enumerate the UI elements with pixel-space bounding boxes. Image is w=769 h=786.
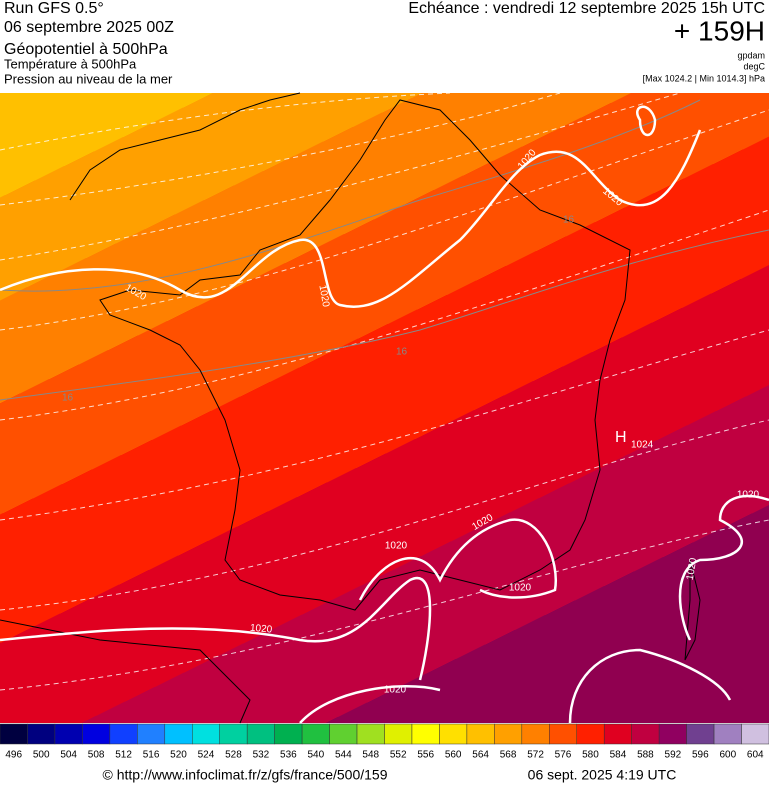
colorbar-label: 500 bbox=[33, 750, 50, 761]
colorbar-label: 560 bbox=[445, 750, 462, 761]
colorbar-label: 592 bbox=[665, 750, 682, 761]
colorbar-label: 508 bbox=[88, 750, 105, 761]
colorbar-label: 496 bbox=[5, 750, 22, 761]
isobar-label: 1020 bbox=[685, 557, 700, 581]
timestamp: 06 sept. 2025 4:19 UTC bbox=[528, 767, 677, 783]
colorbar-label: 596 bbox=[692, 750, 709, 761]
isobars bbox=[0, 105, 769, 724]
colorbar-cell bbox=[494, 723, 523, 745]
isobar-label: 1020 bbox=[385, 541, 408, 552]
pressure-range: [Max 1024.2 | Min 1014.3] hPa bbox=[643, 73, 765, 83]
isotherm-label: 16 bbox=[396, 347, 408, 358]
colorbar-cell bbox=[54, 723, 83, 745]
colorbar-cell bbox=[713, 723, 742, 745]
layer-label: Température à 500hPa bbox=[4, 56, 137, 71]
colorbar-cell bbox=[219, 723, 248, 745]
colorbar-label: 520 bbox=[170, 750, 187, 761]
colorbar-label: 528 bbox=[225, 750, 242, 761]
source-url: © http://www.infoclimat.fr/z/gfs/france/… bbox=[103, 767, 388, 783]
run-title: Run GFS 0.5° bbox=[4, 0, 104, 17]
colorbar-label: 512 bbox=[115, 750, 132, 761]
colorbar-label: 572 bbox=[527, 750, 544, 761]
colorbar-label: 576 bbox=[555, 750, 572, 761]
colorbar-cell bbox=[384, 723, 413, 745]
colorbar-label: 548 bbox=[362, 750, 379, 761]
colorbar-label: 588 bbox=[637, 750, 654, 761]
colorbar-cell bbox=[411, 723, 440, 745]
colorbar-cell bbox=[109, 723, 138, 745]
colorbar-label: 604 bbox=[747, 750, 764, 761]
colorbar-cell bbox=[741, 723, 769, 745]
colorbar-cell bbox=[329, 723, 358, 745]
colorbar-cell bbox=[164, 723, 193, 745]
colorbar-cell bbox=[301, 723, 330, 745]
isobar-label: 1020 bbox=[384, 685, 407, 696]
colorbar-label: 600 bbox=[719, 750, 736, 761]
colorbar-label: 552 bbox=[390, 750, 407, 761]
colorbar-cell bbox=[576, 723, 605, 745]
colorbar-label: 504 bbox=[60, 750, 77, 761]
colorbar-cell bbox=[466, 723, 495, 745]
high-pressure-marker: H bbox=[615, 429, 627, 446]
colorbar-cell bbox=[274, 723, 303, 745]
forecast-time: Echéance : vendredi 12 septembre 2025 15… bbox=[408, 0, 765, 17]
colorbar-label: 568 bbox=[500, 750, 517, 761]
isotherms bbox=[0, 92, 769, 691]
forecast-hours: + 159H bbox=[674, 15, 765, 46]
colorbar-label: 532 bbox=[253, 750, 270, 761]
layer-label: Pression au niveau de la mer bbox=[4, 71, 173, 86]
run-date: 06 septembre 2025 00Z bbox=[4, 19, 174, 36]
colorbar-label: 556 bbox=[417, 750, 434, 761]
colorbar-label: 584 bbox=[610, 750, 627, 761]
colorbar-cell bbox=[549, 723, 577, 745]
colorbar-cell bbox=[137, 723, 166, 745]
colorbar-label: 564 bbox=[472, 750, 489, 761]
unit-label: gpdam bbox=[737, 50, 765, 60]
colorbar-cell bbox=[658, 723, 687, 745]
isotherm-label: 16 bbox=[62, 393, 74, 404]
colorbar-cell bbox=[246, 723, 275, 745]
colorbar-cell bbox=[192, 723, 220, 745]
colorbar-cell bbox=[686, 723, 715, 745]
colorbar-label: 536 bbox=[280, 750, 297, 761]
colorbar-label: 516 bbox=[143, 750, 160, 761]
colorbar-label: 524 bbox=[198, 750, 215, 761]
isobar-label: 1020 bbox=[316, 284, 331, 308]
colorbar-cell bbox=[82, 723, 111, 745]
colorbar-label: 580 bbox=[582, 750, 599, 761]
high-pressure-value: 1024 bbox=[631, 440, 654, 451]
geopotential-field bbox=[0, 93, 769, 723]
layer-label: Géopotentiel à 500hPa bbox=[4, 41, 168, 58]
colorbar-cell bbox=[631, 723, 660, 745]
colorbar-label: 544 bbox=[335, 750, 352, 761]
colorbar-label: 540 bbox=[307, 750, 324, 761]
isobar-label: 1020 bbox=[737, 490, 760, 501]
isobar-label: 1020 bbox=[250, 623, 274, 636]
unit-label: degC bbox=[743, 61, 765, 71]
isotherm-label: 16 bbox=[563, 215, 575, 226]
colorbar: 496 500 504 508 512 516 520 524 528 532 536 540 544 5… bbox=[0, 723, 769, 761]
colorbar-cell bbox=[521, 723, 550, 745]
colorbar-cell bbox=[27, 723, 56, 745]
colorbar-cell bbox=[356, 723, 385, 745]
map: 1020 1020 1020 1020 1020 1020 1020 1020 … bbox=[0, 92, 769, 724]
colorbar-cell bbox=[603, 723, 632, 745]
colorbar-cell bbox=[439, 723, 468, 745]
colorbar-cell bbox=[0, 723, 28, 745]
isobar-label: 1020 bbox=[509, 583, 532, 594]
